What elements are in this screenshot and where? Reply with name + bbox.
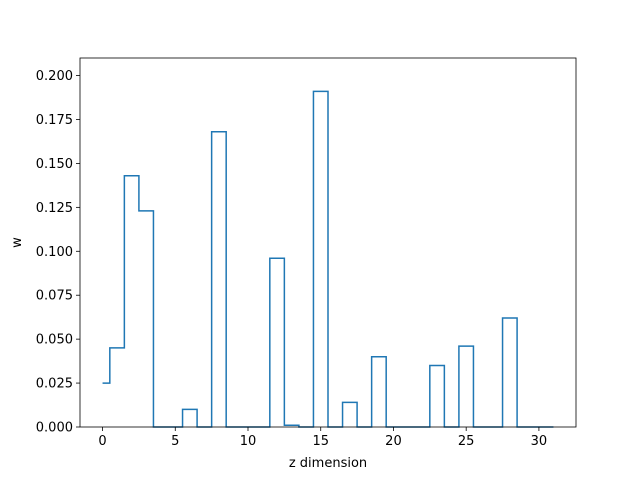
y-tick-label: 0.150	[36, 157, 73, 172]
y-tick-label: 0.125	[36, 201, 73, 216]
axes: 0 5 10 15 20 25 30 0.000 0.025 0.050 0.075 0.100 0.1…	[36, 57, 577, 449]
y-tick-label: 0.000	[36, 421, 73, 436]
y-tick-label: 0.100	[36, 245, 73, 260]
x-tick-label: 5	[171, 434, 179, 449]
x-tick-label: 20	[385, 434, 402, 449]
x-tick-label: 0	[98, 434, 106, 449]
x-tick-label: 15	[312, 434, 329, 449]
y-tick-label: 0.075	[36, 289, 73, 304]
axes-frame	[79, 57, 577, 428]
y-tick-label: 0.050	[36, 333, 73, 348]
x-tick-label: 25	[458, 434, 475, 449]
x-axis-label: z dimension	[289, 456, 367, 471]
x-tick-label: 30	[531, 434, 548, 449]
y-tick-label: 0.200	[36, 69, 73, 84]
y-tick-label: 0.175	[36, 113, 73, 128]
y-tick-label: 0.025	[36, 377, 73, 392]
y-axis-label: w	[10, 237, 25, 248]
x-tick-label: 10	[240, 434, 257, 449]
